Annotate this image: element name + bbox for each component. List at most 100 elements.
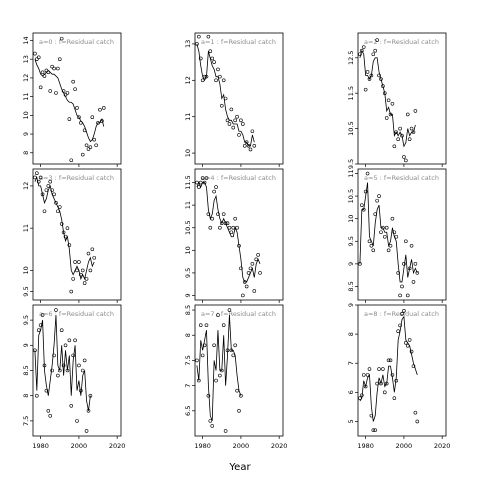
observed-point [88,145,93,149]
observed-point [46,70,51,75]
y-tick-label: 11 [184,113,192,121]
y-tick-label: 10 [22,111,30,119]
fitted-line [359,182,418,283]
observed-point [233,216,237,221]
y-tick-label: 11.5 [347,86,355,100]
observed-point [358,262,362,266]
y-tick-label: 8.5 [347,281,355,291]
observed-point [206,212,211,216]
observed-point [413,262,418,266]
y-tick-label: 12 [22,74,30,82]
observed-point [396,271,400,275]
panel-frame [194,168,284,301]
y-tick-label: 8 [22,151,30,155]
observed-point [248,266,253,271]
observed-point [216,212,220,216]
observed-point [84,429,89,433]
y-tick-label: 6 [347,390,355,394]
panel-frame [357,32,447,165]
observed-point [38,85,43,90]
observed-point [210,424,215,428]
x-tick-label: 2020 [434,442,451,450]
observed-point [392,396,397,400]
panel-grid: a=0 : f=Residual catch 8 9 10 11 12 13 14 a=3 : … [22,32,451,450]
observed-point [36,328,41,332]
observed-point [71,79,75,84]
observed-point [79,272,83,277]
observed-point [77,260,81,264]
x-axis-label: Year [228,462,251,473]
panel-label: a=7 : f=Residual catch [201,310,276,318]
observed-point [80,368,85,373]
observed-point [361,373,366,377]
observed-point [363,189,368,194]
x-tick-label: 2020 [109,442,126,450]
observed-point [208,49,213,53]
panel-frame [32,32,122,165]
observed-point [235,225,239,230]
observed-point [73,338,77,343]
observed-point [379,230,383,235]
observed-point [79,388,83,393]
panel-1: a=3 : f=Residual catch 9.5 10 11 12 [22,168,122,303]
observed-point [402,155,406,159]
observed-point [57,57,62,62]
observed-point [42,363,47,368]
observed-point [221,78,226,83]
observed-point [101,106,106,110]
observed-point [394,234,399,239]
observed-point [56,209,60,214]
observed-point [252,289,257,293]
observed-point [379,381,383,386]
fitted-line [359,315,418,422]
observed-point [225,118,230,123]
observed-point [84,143,89,148]
observed-point [388,358,393,363]
observed-point [360,48,364,53]
observed-point [361,207,366,212]
observed-point [86,147,91,151]
observed-point [86,251,91,256]
observed-point [396,137,400,142]
observed-point [371,428,376,432]
observed-point [225,348,230,353]
observed-point [379,77,383,81]
observed-point [373,48,378,53]
observed-point [38,175,43,180]
observed-point [233,118,237,123]
observed-point [46,184,51,188]
y-tick-label: 8 [347,332,355,336]
observed-point [57,368,62,373]
observed-point [206,34,211,39]
observed-point [59,328,64,332]
observed-point [200,78,205,83]
observed-point [407,137,412,142]
observed-point [71,277,75,281]
y-tick-label: 12 [184,76,192,84]
y-tick-label: 9 [184,293,192,297]
observed-point [75,106,79,110]
panel-7: a=5 : f=Residual catch 8.5 9 9.5 10 10.5 11 [347,168,447,303]
observed-point [33,348,37,353]
observed-point [42,209,47,214]
observed-point [61,230,66,235]
observed-point [195,180,199,185]
observed-point [381,225,385,230]
observed-point [409,349,414,354]
observed-point [392,230,397,235]
observed-point [223,429,228,433]
observed-point [388,243,393,248]
observed-point [218,225,222,230]
y-tick-label: 11.5 [184,175,192,189]
observed-point [79,121,83,125]
observed-point [80,152,85,157]
observed-point [36,55,41,60]
fitted-line [34,59,105,143]
y-tick-label: 9.5 [184,268,192,278]
panel-label: a=2 : f=Residual catch [364,38,439,46]
observed-point [80,268,85,273]
observed-point [413,109,418,113]
y-tick-label: 10.5 [347,121,355,135]
panel-frame [357,304,447,437]
observed-point [360,203,364,207]
